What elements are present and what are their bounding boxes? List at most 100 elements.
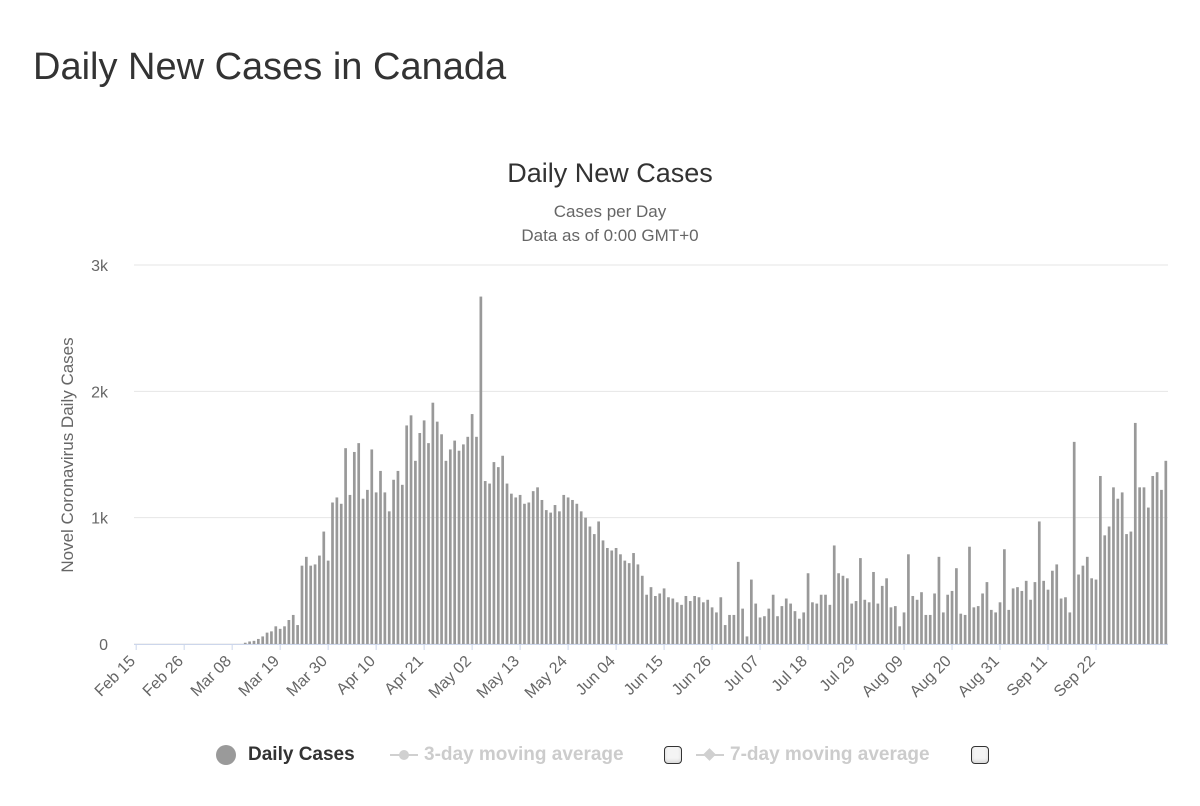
bar [736, 561, 740, 644]
bar [431, 402, 435, 644]
bar [645, 594, 648, 644]
bar [475, 436, 478, 644]
bar [758, 617, 762, 644]
x-tick-label: May 13 [474, 653, 523, 702]
x-tick-label: Apr 21 [382, 653, 427, 698]
bar [1033, 582, 1037, 644]
bar [1037, 521, 1041, 644]
bar [601, 540, 605, 644]
bar [274, 626, 278, 644]
toggle-7-day-average-checkbox[interactable] [971, 746, 989, 764]
bar [531, 491, 535, 644]
bar [1120, 492, 1124, 644]
legend-line-diamond-icon [696, 745, 724, 765]
y-tick-label: 3k [91, 258, 109, 275]
y-axis-title: Novel Coronavirus Daily Cases [58, 337, 77, 572]
bar [270, 631, 273, 644]
bar [571, 499, 574, 644]
x-tick-label: Jun 15 [621, 653, 667, 699]
bar [1077, 574, 1080, 644]
bar [976, 606, 980, 644]
bar [1051, 570, 1054, 644]
x-tick-label: Sep 22 [1051, 653, 1099, 701]
bar [854, 601, 858, 644]
bar [998, 602, 1002, 644]
bar [841, 575, 845, 644]
bar [400, 484, 404, 644]
bar [654, 595, 657, 644]
bar [296, 625, 299, 644]
bar [728, 614, 731, 644]
bar [710, 607, 714, 644]
bar [715, 612, 718, 644]
bar [876, 603, 880, 644]
bar [981, 593, 984, 644]
bar [706, 599, 710, 644]
bar [688, 601, 692, 644]
bar [1007, 609, 1011, 644]
bar [1099, 475, 1102, 644]
bar [771, 594, 775, 644]
legend-dot-icon [216, 745, 236, 765]
bar [1133, 422, 1137, 644]
chart-legend: Daily Cases 3-day moving average 7-day m… [0, 738, 1200, 772]
x-tick-label: Sep 11 [1004, 653, 1051, 700]
bar [937, 556, 941, 644]
bar [374, 492, 378, 644]
bar [300, 565, 304, 644]
bar [383, 492, 387, 644]
bar [256, 638, 260, 644]
bar [348, 494, 352, 644]
bar [1059, 598, 1063, 644]
bar [649, 587, 653, 644]
chart-subtitle-line-2: Data as of 0:00 GMT+0 [521, 226, 698, 245]
bar [950, 590, 954, 644]
bar [597, 521, 600, 644]
bar [994, 612, 998, 644]
bar [326, 560, 330, 644]
x-tick-label: Feb 15 [92, 653, 139, 700]
bar [440, 434, 443, 644]
bar [396, 470, 400, 644]
bar [361, 498, 365, 644]
bar [366, 489, 369, 644]
x-tick-label: Jul 07 [721, 653, 763, 695]
bar [313, 564, 317, 644]
bar [1055, 564, 1059, 644]
y-tick-label: 0 [99, 637, 108, 654]
bar [1116, 498, 1120, 644]
legend-daily-cases[interactable]: Daily Cases [216, 744, 355, 766]
bar [370, 449, 374, 644]
bar [335, 497, 339, 644]
bar [885, 578, 888, 644]
bar [872, 571, 875, 644]
bar [470, 414, 474, 644]
x-tick-label: Jul 18 [769, 653, 811, 695]
legend-3-day-average[interactable]: 3-day moving average [390, 744, 624, 766]
bar [418, 433, 422, 644]
bar [514, 497, 518, 644]
bar [693, 595, 696, 644]
bar [824, 594, 827, 644]
bar [579, 511, 583, 644]
bar [959, 613, 963, 644]
bar [483, 481, 487, 644]
bar [405, 425, 409, 644]
page-title: Daily New Cases in Canada [33, 46, 507, 88]
toggle-3-day-average-checkbox[interactable] [664, 746, 682, 764]
bar [985, 582, 989, 644]
x-tick-label: Mar 08 [188, 653, 235, 700]
bar [719, 597, 723, 644]
bar [1046, 589, 1050, 644]
bar [920, 592, 923, 644]
bar [553, 505, 557, 644]
bar [575, 503, 579, 644]
legend-7-day-average[interactable]: 7-day moving average [696, 744, 930, 766]
bar [344, 448, 347, 644]
bar [283, 626, 286, 644]
bar [640, 575, 644, 644]
bar [933, 593, 936, 644]
bar [619, 554, 622, 644]
bar [1020, 590, 1024, 644]
bar [540, 499, 544, 644]
